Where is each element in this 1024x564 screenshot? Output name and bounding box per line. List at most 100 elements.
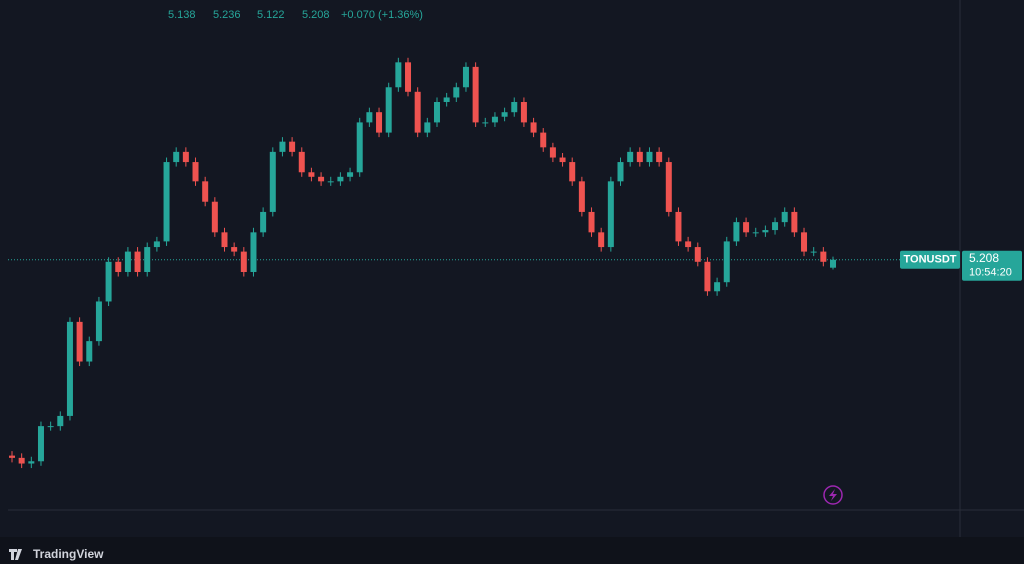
price-label-box [962, 250, 1022, 281]
change-value: +0.070 (+1.36%) [341, 9, 423, 21]
candle-body [520, 102, 527, 123]
candle-body [482, 122, 489, 124]
open-value: 5.138 [168, 9, 196, 21]
candle-body [279, 141, 286, 152]
candle-body [714, 282, 721, 292]
candle-body [347, 172, 354, 177]
brand[interactable]: TradingView [9, 547, 104, 561]
candle-body [202, 181, 209, 202]
candle-body [598, 232, 605, 248]
candle-body [124, 251, 131, 272]
candle-body [743, 222, 750, 233]
candle-body [337, 176, 344, 182]
candle-body [675, 211, 682, 242]
candle-body [76, 321, 83, 362]
candle-body [578, 181, 585, 212]
candle-body [28, 461, 35, 464]
candle-body [540, 132, 547, 148]
footer [0, 537, 1024, 564]
candle-body [607, 181, 614, 248]
candle-body [781, 211, 788, 223]
candle-body [636, 151, 643, 163]
candle-body [134, 251, 141, 272]
symbol-label-box [900, 250, 960, 269]
candle-body [182, 151, 189, 163]
candle-body [433, 102, 440, 123]
candle-body [9, 455, 15, 458]
candle-body [414, 91, 421, 133]
candle-body [57, 415, 64, 427]
candle-body [530, 122, 537, 133]
candle-body [704, 261, 711, 292]
candle-body [772, 222, 779, 231]
candle-body [810, 251, 817, 253]
candle-body [462, 66, 469, 88]
candle-body [694, 247, 701, 262]
candle-body [163, 162, 170, 242]
candle-body [173, 151, 180, 163]
candle-body [569, 162, 576, 182]
candle-body [231, 247, 238, 252]
candle-body [385, 87, 392, 133]
candle-body [501, 112, 508, 117]
candle-body [830, 259, 836, 268]
candle-body [559, 157, 566, 163]
candle-body [752, 232, 759, 234]
candle-body [144, 247, 151, 272]
candle-body [405, 62, 412, 92]
candle-body [665, 162, 672, 212]
brand-name: TradingView [33, 547, 104, 561]
candle-body [685, 241, 692, 248]
candle-body [723, 241, 730, 283]
candle-body [627, 151, 634, 163]
low-value: 5.122 [257, 9, 285, 21]
candle-body [37, 426, 44, 462]
candle-body [424, 122, 431, 133]
candle-body [250, 232, 257, 272]
candle-body [221, 232, 228, 248]
candle-body [211, 201, 218, 233]
candle-body [260, 211, 267, 233]
candle-body [240, 251, 247, 272]
candle-body [491, 116, 498, 123]
candle-body [105, 261, 112, 302]
candle-body [269, 151, 276, 212]
candle-body [549, 147, 556, 158]
candle-body [617, 162, 624, 182]
candle-body [656, 151, 663, 163]
candle-body [733, 222, 740, 242]
candle-body [646, 151, 653, 163]
candle-body [453, 87, 460, 98]
candle-body [192, 162, 199, 182]
symbol-label: TONUSDT [904, 254, 957, 266]
candle-body [95, 301, 102, 342]
candle-body [327, 181, 334, 183]
candle-body [66, 321, 73, 416]
candle-body [511, 102, 518, 113]
lightning-icon[interactable] [823, 485, 843, 505]
candle-body [86, 341, 93, 362]
candle-body [588, 211, 595, 233]
time-label: 10:54:20 [969, 267, 1012, 279]
candle-body [366, 112, 373, 123]
candle-body [356, 122, 363, 173]
price-label: 5.208 [969, 251, 999, 265]
close-value: 5.208 [302, 9, 330, 21]
candle-body [395, 62, 402, 88]
candle-body [308, 172, 315, 177]
candle-body [762, 230, 769, 233]
candle-body [153, 241, 160, 248]
candle-body [801, 232, 808, 252]
candle-body [791, 211, 798, 233]
high-value: 5.236 [213, 9, 241, 21]
candle-body [443, 97, 450, 102]
candle-body [289, 141, 296, 152]
candle-body [472, 66, 479, 123]
candle-body [115, 261, 122, 272]
candle-body [298, 151, 305, 173]
candle-body [318, 176, 325, 182]
candle-body [47, 426, 54, 428]
